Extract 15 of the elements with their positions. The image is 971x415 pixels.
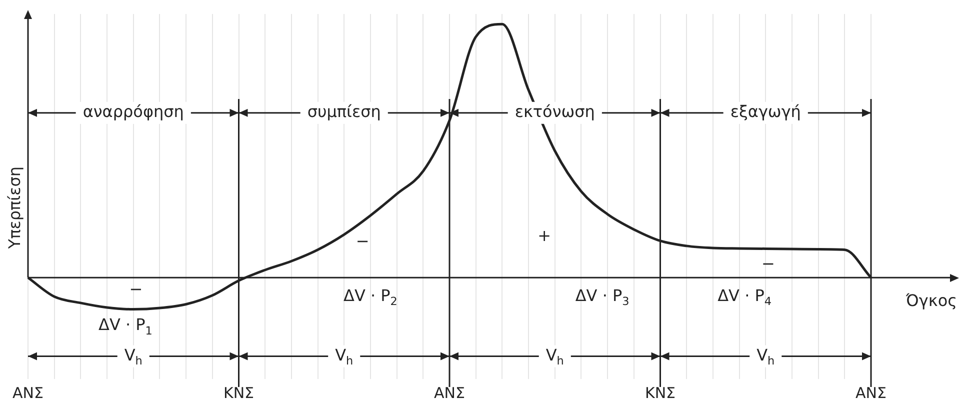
- y-axis-title: Υπερπίεση: [5, 166, 24, 250]
- x-tick-label: ΑΝΣ: [434, 384, 465, 402]
- x-tick-label: ΑΝΣ: [856, 384, 886, 402]
- annotation: +: [538, 226, 552, 246]
- x-axis-title: Όγκος: [904, 290, 957, 310]
- x-tick-label: ΚΝΣ: [644, 384, 676, 402]
- x-tick-label: ΚΝΣ: [223, 384, 254, 402]
- annotation: −: [129, 279, 143, 298]
- annotation: εκτόνωση: [514, 102, 595, 122]
- annotation: −: [356, 231, 370, 250]
- x-tick-label: ΑΝΣ: [12, 384, 44, 402]
- annotation: αναρρόφηση: [82, 102, 184, 122]
- annotation: συμπίεση: [307, 102, 381, 122]
- annotation: εξαγωγή: [730, 102, 801, 122]
- annotation: −: [762, 254, 775, 274]
